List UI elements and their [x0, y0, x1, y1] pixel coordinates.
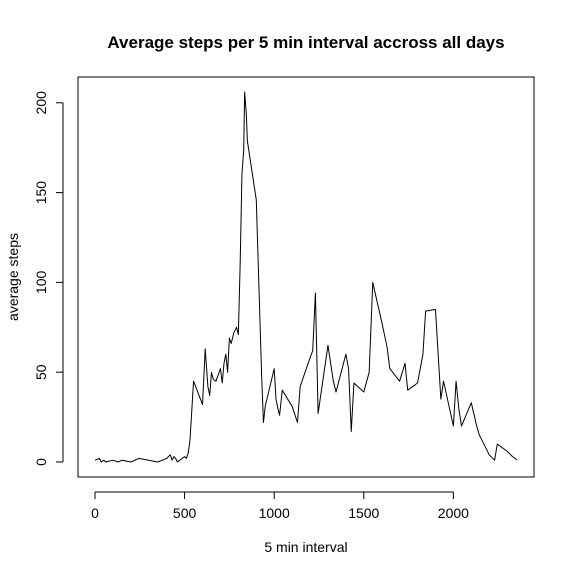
x-tick-label: 1500 — [348, 505, 379, 521]
chart-title: Average steps per 5 min interval accross… — [107, 33, 504, 52]
series-line — [94, 91, 518, 463]
y-axis: 0 50 100 150 200 — [33, 91, 64, 466]
plot-frame — [77, 76, 535, 478]
x-axis-label: 5 min interval — [264, 539, 347, 555]
y-tick-label: 100 — [33, 270, 49, 294]
x-tick-label: 500 — [173, 505, 197, 521]
y-tick-label: 150 — [33, 181, 49, 205]
y-axis-label: average steps — [5, 233, 21, 321]
y-tick-label: 0 — [33, 458, 49, 466]
x-tick-label: 1000 — [259, 505, 290, 521]
y-tick-label: 200 — [33, 91, 49, 115]
y-tick-label: 50 — [33, 364, 49, 380]
x-axis: 0 500 1000 1500 2000 — [91, 491, 469, 521]
x-tick-label: 0 — [91, 505, 99, 521]
x-tick-label: 2000 — [438, 505, 469, 521]
